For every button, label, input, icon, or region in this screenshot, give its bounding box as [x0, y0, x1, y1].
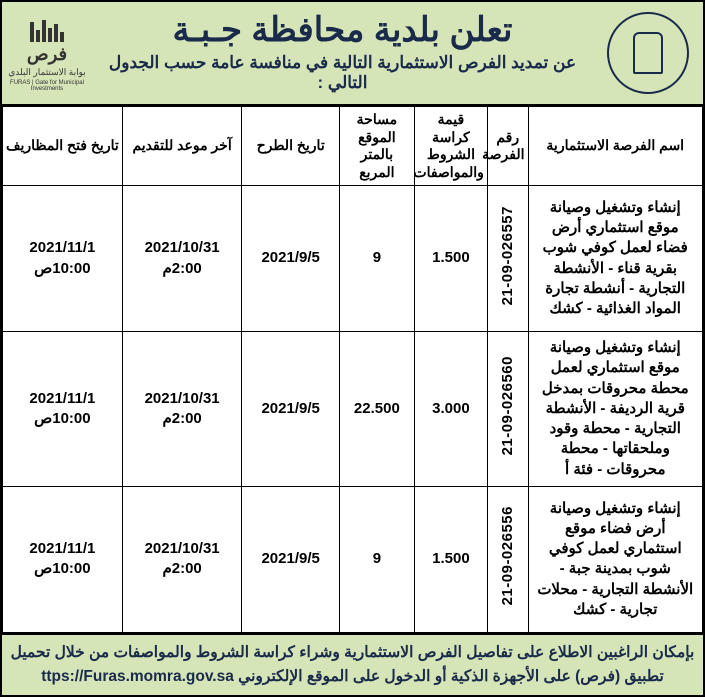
- cell-open: 2021/11/1 10:00ص: [3, 186, 123, 332]
- cell-offer: 2021/9/5: [242, 186, 339, 332]
- table-row: إنشاء وتشغيل وصيانة أرض فضاء موقع استثما…: [3, 486, 703, 632]
- col-name: اسم الفرصة الاستثمارية: [528, 107, 702, 186]
- title-block: تعلن بلدية محافظة جـبـة عن تمديد الفرص ا…: [92, 9, 593, 97]
- footer-line1: بإمكان الراغبين الاطلاع على تفاصيل الفرص…: [10, 641, 695, 665]
- cell-open: 2021/11/1 10:00ص: [3, 486, 123, 632]
- cell-number: 21-09-026556: [487, 486, 528, 632]
- table-row: إنشاء وتشغيل وصيانة موقع استثماري لعمل م…: [3, 332, 703, 487]
- cell-offer: 2021/9/5: [242, 486, 339, 632]
- title-main: تعلن بلدية محافظة جـبـة: [98, 13, 587, 49]
- cell-name: إنشاء وتشغيل وصيانة موقع استثماري لعمل م…: [528, 332, 702, 487]
- footer: بإمكان الراغبين الاطلاع على تفاصيل الفرص…: [2, 633, 703, 695]
- table-row: إنشاء وتشغيل وصيانة موقع استثماري أرض فض…: [3, 186, 703, 332]
- cell-area: 22.500: [339, 332, 414, 487]
- cell-price: 1.500: [414, 186, 487, 332]
- announcement-page: تعلن بلدية محافظة جـبـة عن تمديد الفرص ا…: [0, 0, 705, 697]
- cell-deadline: 2021/10/31 2:00م: [122, 486, 242, 632]
- table-header-row: اسم الفرصة الاستثمارية رقم الفرصة قيمة ك…: [3, 107, 703, 186]
- col-open: تاريخ فتح المظاريف: [3, 107, 123, 186]
- cell-number: 21-09-026557: [487, 186, 528, 332]
- cell-deadline: 2021/10/31 2:00م: [122, 186, 242, 332]
- municipality-crest-icon: [607, 12, 689, 94]
- title-sub: عن تمديد الفرص الاستثمارية التالية في من…: [98, 53, 587, 93]
- footer-line2: تطبيق (فرص) على الأجهزة الذكية أو الدخول…: [10, 665, 695, 689]
- municipality-crest-block: [593, 2, 703, 104]
- cell-offer: 2021/9/5: [242, 332, 339, 487]
- cell-price: 3.000: [414, 332, 487, 487]
- col-offer: تاريخ الطرح: [242, 107, 339, 186]
- furas-caption-en: FURAS | Gate for Municipal Investments: [2, 80, 92, 92]
- opportunities-table: اسم الفرصة الاستثمارية رقم الفرصة قيمة ك…: [2, 106, 703, 633]
- footer-url: ttps://Furas.momra.gov.sa: [41, 668, 234, 685]
- cell-area: 9: [339, 186, 414, 332]
- cell-deadline: 2021/10/31 2:00م: [122, 332, 242, 487]
- cell-open: 2021/11/1 10:00ص: [3, 332, 123, 487]
- furas-logo-block: فرص بوابة الاستثمار البلدي FURAS | Gate …: [2, 2, 92, 104]
- header: تعلن بلدية محافظة جـبـة عن تمديد الفرص ا…: [2, 2, 703, 106]
- col-deadline: آخر موعد للتقديم: [122, 107, 242, 186]
- cell-area: 9: [339, 486, 414, 632]
- skyline-icon: [19, 14, 75, 42]
- cell-name: إنشاء وتشغيل وصيانة أرض فضاء موقع استثما…: [528, 486, 702, 632]
- col-number: رقم الفرصة: [487, 107, 528, 186]
- cell-price: 1.500: [414, 486, 487, 632]
- cell-name: إنشاء وتشغيل وصيانة موقع استثماري أرض فض…: [528, 186, 702, 332]
- cell-number: 21-09-026560: [487, 332, 528, 487]
- furas-caption-ar: بوابة الاستثمار البلدي: [8, 67, 86, 78]
- col-price: قيمة كراسة الشروط والمواصفات: [414, 107, 487, 186]
- furas-word: فرص: [27, 44, 67, 65]
- col-area: مساحة الموقع بالمتر المربع: [339, 107, 414, 186]
